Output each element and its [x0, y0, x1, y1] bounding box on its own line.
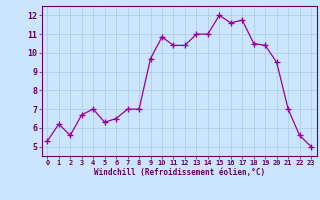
X-axis label: Windchill (Refroidissement éolien,°C): Windchill (Refroidissement éolien,°C) — [94, 168, 265, 177]
